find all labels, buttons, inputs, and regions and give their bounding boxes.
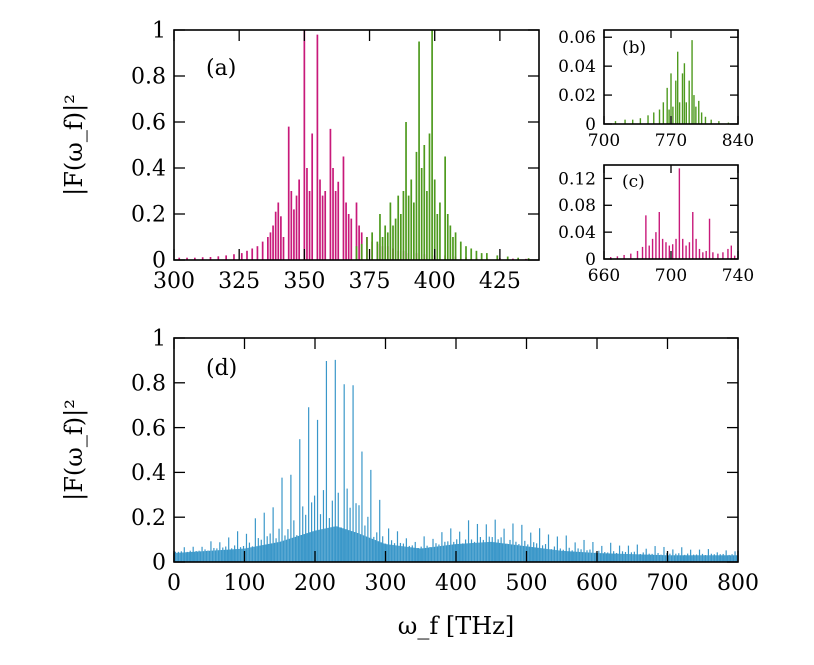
xtick-label-a-4: 400	[414, 269, 456, 294]
panel-b: 700 770 840 0 0.02 0.04 0.06 (b)	[558, 28, 754, 151]
ytick-label-a-0: 0	[152, 249, 166, 274]
panel-a-tag: (a)	[206, 56, 236, 81]
panel-c-tag: (c)	[622, 172, 645, 192]
ytick-label-a-1: 0.2	[131, 203, 166, 228]
xtick-label-d-5: 500	[506, 571, 548, 596]
ytick-label-b-1: 0.02	[558, 86, 596, 106]
ytick-label-d-0: 0	[152, 551, 166, 576]
ytick-label-b-0: 0	[585, 115, 596, 135]
xtick-label-d-8: 800	[717, 571, 759, 596]
panel-b-frame	[603, 29, 739, 125]
ytick-label-d-1: 0.2	[131, 506, 166, 531]
xtick-label-d-6: 600	[576, 571, 618, 596]
panel-d-ylabel: |F(ω_f)|²	[60, 399, 89, 501]
xtick-label-a-1: 325	[218, 269, 260, 294]
panel-d-bars	[173, 359, 738, 562]
xtick-label-c-1: 700	[655, 266, 687, 286]
ytick-label-a-2: 0.4	[131, 157, 166, 182]
xtick-label-b-1: 770	[655, 131, 687, 151]
panel-a: 300 325 350 375 400 425 0 0.2 0.4 0.6 0.8 1 (a) |F(…	[60, 19, 540, 294]
panel-b-ticks: 700 770 840 0 0.02 0.04 0.06	[558, 28, 754, 151]
xtick-label-c-0: 660	[588, 266, 620, 286]
panel-c: 660 700 740 0 0.04 0.08 0.12 (c)	[558, 164, 754, 286]
xtick-label-d-4: 400	[435, 571, 477, 596]
ytick-label-a-3: 0.6	[131, 111, 166, 136]
xtick-label-b-2: 840	[722, 131, 754, 151]
ytick-label-d-5: 1	[152, 327, 166, 352]
ytick-label-a-5: 1	[152, 19, 166, 44]
panel-a-frame	[173, 29, 540, 261]
panel-d-frame	[173, 337, 739, 563]
ytick-label-d-4: 0.8	[131, 372, 166, 397]
ytick-label-b-2: 0.04	[558, 57, 596, 77]
panel-c-ticks: 660 700 740 0 0.04 0.08 0.12	[558, 165, 754, 286]
xtick-label-c-2: 740	[722, 266, 754, 286]
ytick-label-c-1: 0.04	[558, 223, 596, 243]
xtick-label-a-5: 425	[479, 269, 521, 294]
panel-b-bars	[614, 40, 730, 124]
xtick-label-d-1: 100	[224, 571, 266, 596]
xtick-label-d-0: 0	[167, 571, 181, 596]
xtick-label-b-0: 700	[588, 131, 620, 151]
panel-c-bars	[610, 168, 736, 259]
panel-d-ticks: 0 100 200 300 400 500 600 700 800 0 0.2 0.4 0.6 0.8 1	[131, 327, 759, 596]
panel-d-tag: (d)	[206, 356, 237, 381]
ytick-label-c-2: 0.08	[558, 196, 596, 216]
panel-b-tag: (b)	[622, 38, 646, 58]
panel-a-ticks: 300 325 350 375 400 425 0 0.2 0.4 0.6 0.8 1	[131, 19, 539, 294]
xtick-label-d-3: 300	[365, 571, 407, 596]
ytick-label-c-3: 0.12	[558, 169, 596, 189]
xtick-label-a-3: 375	[349, 269, 391, 294]
ytick-label-d-2: 0.4	[131, 461, 166, 486]
panel-a-ylabel: |F(ω_f)|²	[60, 94, 89, 196]
ytick-label-b-3: 0.06	[558, 28, 596, 48]
ytick-label-d-3: 0.6	[131, 416, 166, 441]
panel-a-bars	[178, 30, 530, 260]
panel-c-frame	[603, 164, 739, 260]
panel-d: 0 100 200 300 400 500 600 700 80000.20.40.60.81 …	[60, 327, 759, 640]
ytick-label-c-0: 0	[585, 250, 596, 270]
ytick-label-a-4: 0.8	[131, 65, 166, 90]
xtick-label-a-2: 350	[283, 269, 325, 294]
xtick-label-d-7: 700	[647, 571, 689, 596]
xtick-label-d-2: 200	[294, 571, 336, 596]
panel-d-xlabel: ω_f [THz]	[398, 612, 514, 640]
xtick-label-a-0: 300	[153, 269, 195, 294]
